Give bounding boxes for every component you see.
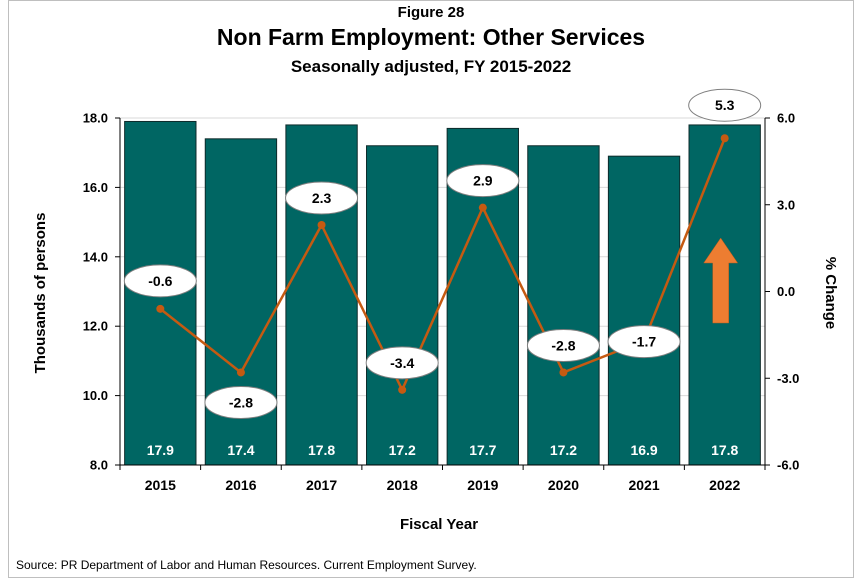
bar-value-label: 17.2: [550, 442, 577, 458]
y-tick-label: 18.0: [83, 111, 108, 126]
data-labels: 17.9 17.4 17.8 17.2 17.7 17.2 16.9 17.8 -0.6 -2.8…: [123, 88, 762, 458]
x-tick-label: 2016: [225, 477, 256, 493]
line-value-label: 5.3: [715, 97, 735, 113]
up-arrow-icon: [703, 237, 739, 324]
bar-value-label: 17.7: [469, 442, 496, 458]
line-point: [317, 220, 326, 229]
bar-value-label: 17.9: [147, 442, 174, 458]
bar-value-label: 17.4: [227, 442, 254, 458]
line-value-label: -0.6: [148, 273, 172, 289]
line-value-bubble: [607, 325, 681, 359]
x-tick-label: 2021: [628, 477, 659, 493]
line-value-label: 2.9: [473, 173, 493, 189]
bar-value-label: 17.2: [389, 442, 416, 458]
line-value-bubble: [688, 88, 762, 122]
y-tick-label: 10.0: [83, 388, 108, 403]
line-value-bubble: [285, 181, 359, 215]
y2-axis-title: % Change: [822, 257, 839, 330]
line-value-bubble: [446, 164, 520, 198]
x-axis-title: Fiscal Year: [400, 516, 478, 533]
y2-tick-label: 3.0: [777, 197, 795, 212]
line-point: [478, 203, 487, 212]
bar: [366, 145, 439, 466]
x-tick-label: 2018: [387, 477, 418, 493]
bar: [527, 145, 600, 466]
y-tick-label: 12.0: [83, 319, 108, 334]
source-note: Source: PR Department of Labor and Human…: [16, 558, 477, 572]
line-point: [156, 304, 165, 313]
line-value-label: -2.8: [551, 337, 575, 353]
line-value-label: -1.7: [632, 334, 656, 350]
line-value-bubble: [365, 346, 439, 380]
line-value-label: -2.8: [229, 394, 253, 410]
bar: [607, 155, 681, 466]
axes: [115, 117, 770, 470]
x-tick-label: 2022: [709, 477, 740, 493]
y2-tick-label: -6.0: [777, 458, 799, 473]
line-value-label: 2.3: [312, 190, 332, 206]
line-point: [720, 134, 729, 143]
bar-value-label: 17.8: [711, 442, 738, 458]
x-tick-label: 2020: [548, 477, 579, 493]
bar: [285, 124, 358, 466]
x-tick-label: 2019: [467, 477, 498, 493]
line-point: [559, 368, 568, 377]
y-tick-label: 16.0: [83, 180, 108, 195]
y2-tick-label: -3.0: [777, 371, 799, 386]
chart-subtitle: Seasonally adjusted, FY 2015-2022: [290, 57, 572, 76]
line-point: [236, 368, 245, 377]
bar-value-label: 17.8: [308, 442, 335, 458]
y-tick-label: 14.0: [83, 249, 108, 264]
x-tick-label: 2017: [306, 477, 337, 493]
figure-label: Figure 28: [397, 4, 465, 21]
line-value-bubble: [526, 328, 600, 362]
x-tick-label: 2015: [145, 477, 176, 493]
arrow-shape: [703, 237, 739, 324]
y-axis-title: Thousands of persons: [32, 213, 49, 374]
line-value-bubble: [123, 264, 197, 298]
y-tick-label: 8.0: [90, 458, 108, 473]
y2-tick-label: 6.0: [777, 111, 795, 126]
tick-labels: 8.0 10.0 12.0 14.0 16.0 18.0 -6.0 -3.0 0.0 3.0 6.0…: [83, 111, 800, 494]
y2-tick-label: 0.0: [777, 284, 795, 299]
bar-value-label: 16.9: [630, 442, 657, 458]
chart-title: Non Farm Employment: Other Services: [216, 24, 646, 50]
line-value-label: -3.4: [390, 355, 414, 371]
line-value-bubble: [204, 385, 278, 419]
line-point: [398, 385, 407, 394]
